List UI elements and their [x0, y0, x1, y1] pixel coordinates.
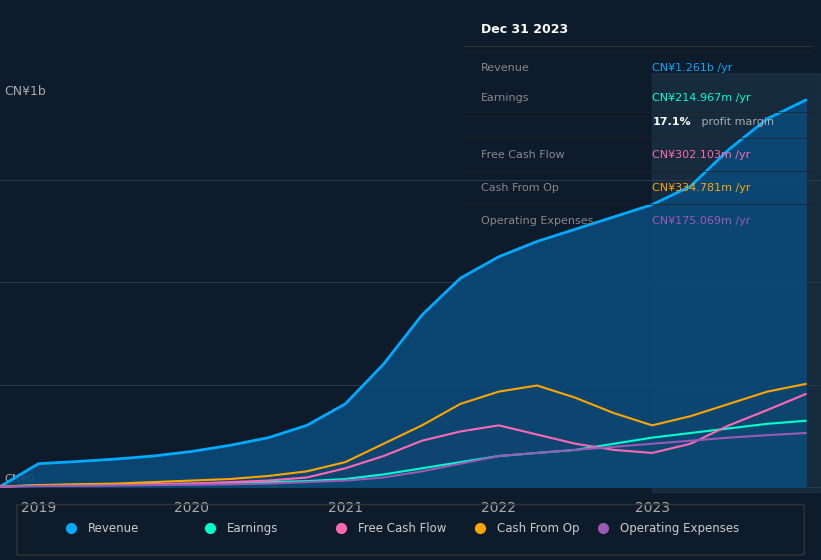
Text: CN¥175.069m /yr: CN¥175.069m /yr	[653, 216, 750, 226]
Bar	[652, 73, 821, 493]
Text: Operating Expenses: Operating Expenses	[621, 521, 740, 535]
Text: Operating Expenses: Operating Expenses	[481, 216, 594, 226]
Text: Earnings: Earnings	[481, 93, 530, 103]
Text: CN¥1.261b /yr: CN¥1.261b /yr	[653, 63, 732, 73]
Text: Revenue: Revenue	[481, 63, 530, 73]
Text: Earnings: Earnings	[227, 521, 278, 535]
Text: CN¥214.967m /yr: CN¥214.967m /yr	[653, 93, 751, 103]
Text: CN¥0: CN¥0	[4, 474, 34, 484]
Text: CN¥334.781m /yr: CN¥334.781m /yr	[653, 183, 750, 193]
Text: profit margin: profit margin	[698, 116, 773, 127]
Text: Free Cash Flow: Free Cash Flow	[358, 521, 447, 535]
Text: Revenue: Revenue	[88, 521, 140, 535]
Text: Free Cash Flow: Free Cash Flow	[481, 150, 565, 160]
Text: Cash From Op: Cash From Op	[497, 521, 580, 535]
Text: CN¥1b: CN¥1b	[4, 86, 46, 99]
Text: CN¥302.103m /yr: CN¥302.103m /yr	[653, 150, 750, 160]
Text: Dec 31 2023: Dec 31 2023	[481, 23, 568, 36]
Text: 17.1%: 17.1%	[653, 116, 691, 127]
Text: Cash From Op: Cash From Op	[481, 183, 559, 193]
